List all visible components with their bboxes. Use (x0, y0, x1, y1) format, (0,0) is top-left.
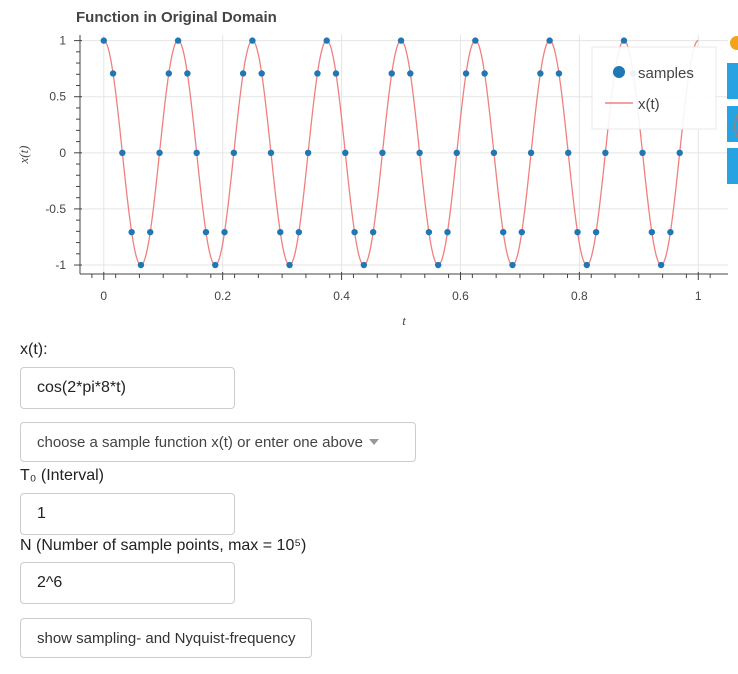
sample-point (184, 70, 191, 77)
sample-point (583, 261, 591, 269)
sample-point (602, 149, 609, 157)
sample-point (397, 37, 405, 44)
sample-point (509, 261, 516, 269)
x-tick-label: 1 (695, 289, 702, 303)
function-plot[interactable]: Function in Original Domain 0 0.2 0.4 0.6 0.8… (0, 0, 738, 335)
sample-point (119, 149, 126, 157)
t0-input[interactable] (20, 493, 235, 535)
sample-point (407, 70, 414, 77)
sample-point (314, 70, 321, 77)
sample-point (332, 70, 340, 77)
n-input[interactable] (20, 562, 235, 604)
sample-point (546, 37, 553, 44)
sample-point (174, 37, 182, 44)
sample-point (574, 228, 581, 236)
sample-point (193, 149, 200, 157)
sample-point (620, 37, 628, 44)
sample-point (518, 228, 525, 236)
sample-point (425, 228, 433, 236)
sample-point (416, 149, 423, 157)
sample-point (527, 149, 535, 157)
legend-samples-marker (613, 66, 625, 78)
sample-point (128, 228, 135, 236)
sample-point (444, 228, 451, 236)
y-tick-label: -0.5 (45, 202, 66, 216)
sample-point (277, 228, 284, 236)
sample-point (249, 37, 256, 44)
x-tick-label: 0.6 (452, 289, 469, 303)
sample-point (537, 70, 544, 77)
sample-point (137, 261, 145, 269)
sample-point (295, 228, 303, 236)
toolbar-pan-tool[interactable] (727, 63, 738, 99)
y-tick-label: -1 (55, 258, 66, 272)
xt-label: x(t): (20, 341, 48, 358)
sample-point (592, 228, 600, 236)
sample-point (667, 228, 674, 236)
sample-point (500, 228, 507, 236)
sample-point (230, 149, 238, 157)
toolbar-reset-tool[interactable] (727, 148, 738, 184)
sample-point (490, 149, 498, 157)
toolbar-zoom-tool[interactable] (727, 106, 738, 142)
legend-samples-label: samples (638, 65, 694, 82)
sample-point (434, 261, 442, 269)
sample-point (639, 149, 646, 157)
legend-box (591, 46, 717, 130)
sample-point (453, 149, 460, 157)
y-tick-label: 0 (59, 146, 66, 160)
t0-label: T₀ (Interval) (20, 467, 104, 484)
n-label: N (Number of sample points, max = 10⁵) (20, 537, 307, 554)
chevron-down-icon (369, 439, 380, 445)
sample-point (165, 70, 173, 77)
xt-input[interactable] (20, 367, 235, 409)
sample-point (109, 70, 117, 77)
sample-point (648, 228, 656, 236)
y-tick-label: 0.5 (49, 90, 66, 104)
sample-point (286, 261, 293, 269)
legend-xt-label: x(t) (638, 96, 660, 113)
sample-point (258, 70, 265, 77)
sample-point (304, 149, 312, 157)
sample-point (379, 149, 386, 157)
x-axis-label: t (402, 313, 406, 328)
y-tick-label: 1 (59, 34, 66, 48)
show-frequency-button[interactable]: show sampling- and Nyquist-frequency (20, 618, 313, 658)
sample-point (360, 261, 368, 269)
x-tick-label: 0.2 (214, 289, 231, 303)
sample-point (239, 70, 247, 77)
sample-point (100, 37, 107, 44)
sample-point (323, 37, 330, 44)
sample-point (342, 149, 349, 157)
sample-point (676, 149, 683, 157)
sample-point (212, 261, 219, 269)
sample-point (156, 149, 163, 157)
x-tick-label: 0 (100, 289, 107, 303)
sample-function-select[interactable]: choose a sample function x(t) or enter o… (20, 422, 416, 462)
sample-point (472, 37, 479, 44)
sample-point (267, 149, 275, 157)
sample-point (565, 149, 572, 157)
x-tick-label: 0.8 (571, 289, 588, 303)
sample-point (657, 261, 665, 269)
sample-point (369, 228, 377, 236)
sample-point (555, 70, 563, 77)
sample-point (202, 228, 210, 236)
bokeh-logo-icon[interactable] (730, 36, 738, 50)
sample-function-select-label: choose a sample function x(t) or enter o… (37, 433, 364, 451)
sample-point (481, 70, 488, 77)
sample-point (462, 70, 470, 77)
sample-point (221, 228, 228, 236)
plot-canvas: Function in Original Domain 0 0.2 0.4 0.6 0.8… (16, 9, 728, 328)
x-tick-label: 0.4 (333, 289, 350, 303)
sample-point (351, 228, 358, 236)
y-axis-label: x(t) (16, 145, 31, 164)
plot-title: Function in Original Domain (76, 9, 277, 26)
sample-point (147, 228, 154, 236)
sample-point (388, 70, 395, 77)
